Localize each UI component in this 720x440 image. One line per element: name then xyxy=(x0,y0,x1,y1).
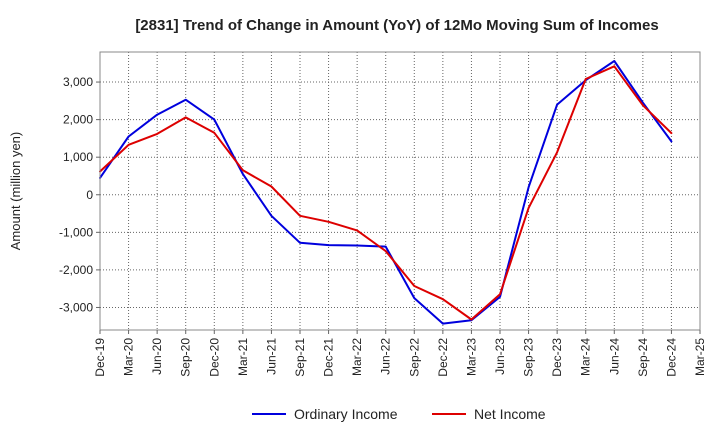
x-tick-label: Sep-23 xyxy=(522,338,536,377)
x-tick-label: Mar-25 xyxy=(693,338,707,376)
x-tick-label: Mar-23 xyxy=(464,338,478,376)
series-lines xyxy=(99,60,673,325)
grid xyxy=(100,52,700,330)
plot-frame xyxy=(100,52,700,330)
x-tick-label: Sep-21 xyxy=(293,338,307,377)
series-line-ordinary-income xyxy=(99,60,673,325)
x-tick-label: Jun-24 xyxy=(607,338,621,375)
series-line-net-income xyxy=(99,65,673,321)
x-tick-label: Mar-24 xyxy=(579,338,593,376)
x-tick-label: Jun-20 xyxy=(150,338,164,375)
x-tick-label: Jun-23 xyxy=(493,338,507,375)
y-tick-label: 2,000 xyxy=(63,113,93,127)
chart-title: [2831] Trend of Change in Amount (YoY) o… xyxy=(135,17,658,34)
x-tick-label: Sep-24 xyxy=(636,338,650,377)
x-tick-label: Mar-20 xyxy=(122,338,136,376)
x-tick-label: Mar-21 xyxy=(236,338,250,376)
x-tick-label: Dec-24 xyxy=(664,338,678,377)
x-tick-label: Jun-22 xyxy=(379,338,393,375)
y-tick-label: 0 xyxy=(86,188,93,202)
x-tick-label: Dec-20 xyxy=(207,338,221,377)
legend-label-ordinary-income: Ordinary Income xyxy=(294,406,398,422)
legend: Ordinary Income Net Income xyxy=(252,406,546,422)
y-tick-label: -3,000 xyxy=(59,300,93,314)
plot-border xyxy=(99,51,701,331)
y-tick-label: -2,000 xyxy=(59,263,93,277)
legend-label-net-income: Net Income xyxy=(474,406,546,422)
x-tick-label: Dec-23 xyxy=(550,338,564,377)
x-tick-label: Dec-22 xyxy=(436,338,450,377)
y-tick-label: 3,000 xyxy=(63,75,93,89)
y-axis-ticks: 3,000 2,000 1,000 0 -1,000 -2,000 -3,000 xyxy=(59,75,100,314)
y-tick-label: -1,000 xyxy=(59,225,93,239)
y-axis-label: Amount (million yen) xyxy=(8,132,23,251)
x-tick-label: Jun-21 xyxy=(264,338,278,375)
x-tick-label: Dec-19 xyxy=(93,338,107,377)
x-tick-label: Sep-22 xyxy=(407,338,421,377)
x-axis-ticks: Dec-19 Mar-20 Jun-20 Sep-20 Dec-20 Mar-21 Jun-… xyxy=(93,330,707,377)
x-tick-label: Dec-21 xyxy=(322,338,336,377)
x-tick-label: Sep-20 xyxy=(179,338,193,377)
x-tick-label: Mar-22 xyxy=(350,338,364,376)
y-tick-label: 1,000 xyxy=(63,150,93,164)
